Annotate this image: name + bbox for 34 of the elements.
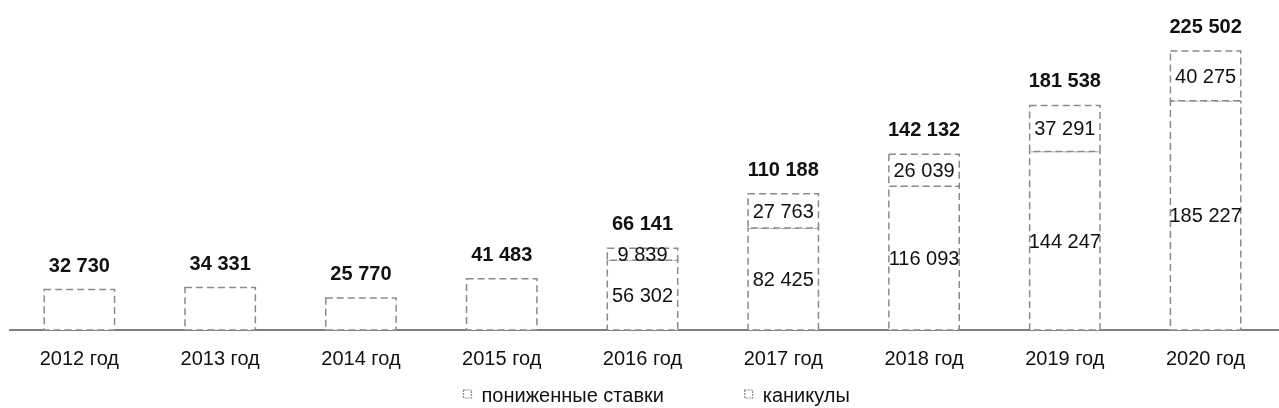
data-label: 26 039 [893,159,955,182]
data-label: 27 763 [752,199,814,222]
data-label: 82 425 [752,268,814,291]
data-label: 144 247 [1028,229,1101,252]
total-label: 34 331 [189,251,251,274]
bar [325,297,397,331]
total-label: 25 770 [330,262,392,285]
data-label: 116 093 [888,247,960,270]
total-label: 66 141 [611,212,674,235]
data-label: 9 839 [617,243,668,266]
bar [465,277,538,331]
total-label: 142 132 [887,118,961,141]
x-tick-label: 2020 год [1165,347,1246,369]
legend-label: каникулы [762,384,850,406]
x-tick-label: 2015 год [462,347,542,369]
legend-label: пониженные ставки [481,384,664,406]
x-tick-label: 2012 год [39,347,120,369]
data-label: 56 302 [611,284,674,307]
x-tick-label: 2016 год [602,347,683,369]
total-label: 32 730 [48,253,110,276]
bar [184,286,257,331]
x-tick-label: 2014 год [321,347,401,369]
x-tick-label: 2017 год [743,347,824,369]
x-tick-label: 2013 год [180,347,261,369]
x-tick-label: 2018 год [884,347,965,369]
bar [43,288,116,331]
data-label: 40 275 [1175,64,1237,87]
total-label: 110 188 [747,157,819,180]
total-label: 225 502 [1169,15,1242,37]
total-label: 41 483 [471,242,533,265]
total-label: 181 538 [1028,69,1101,92]
data-label: 185 227 [1169,204,1242,227]
data-label: 37 291 [1034,117,1096,140]
x-tick-label: 2019 год [1025,347,1105,369]
